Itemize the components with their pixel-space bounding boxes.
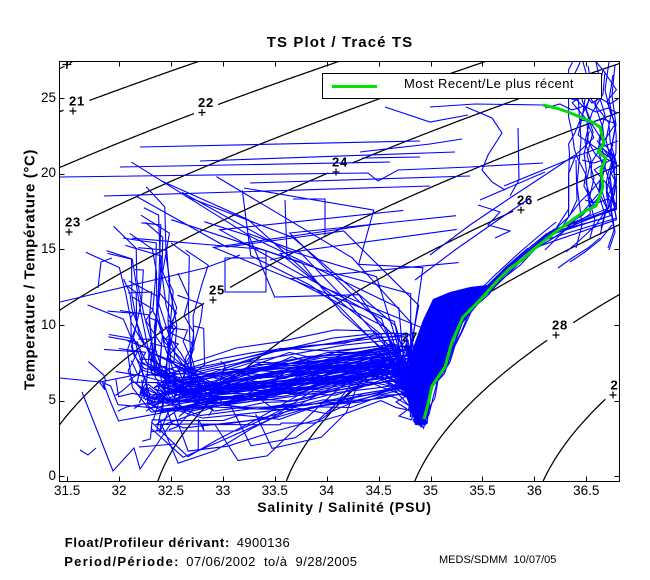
svg-text:28: 28 — [552, 318, 568, 333]
svg-text:24: 24 — [332, 155, 348, 170]
svg-text:25: 25 — [209, 283, 225, 298]
svg-text:22: 22 — [198, 95, 214, 110]
svg-text:23: 23 — [65, 215, 81, 230]
svg-text:21: 21 — [69, 94, 85, 109]
svg-text:29: 29 — [610, 378, 626, 393]
